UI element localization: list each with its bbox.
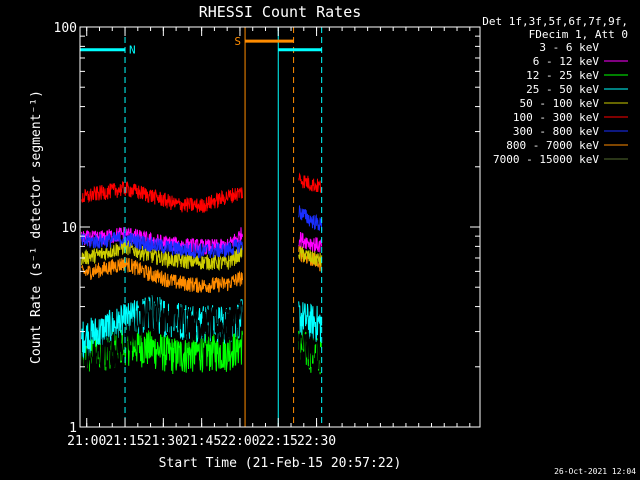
x-tick-label-5: 22:15 — [259, 434, 298, 449]
x-axis-label: Start Time (21-Feb-15 20:57:22) — [159, 456, 402, 471]
series-line-1-segment-1 — [298, 231, 323, 253]
legend-entry-6: 300 - 800 keV — [513, 125, 599, 138]
series-line-5-segment-0 — [81, 181, 243, 213]
x-tick-label-4: 22:00 — [220, 434, 259, 449]
series-line-4-segment-1 — [298, 244, 323, 267]
series-line-4-segment-0 — [81, 239, 243, 271]
legend-entry-4: 50 - 100 keV — [520, 97, 600, 110]
legend-entry-7: 800 - 7000 keV — [506, 139, 599, 152]
legend: Det 1f,3f,5f,6f,7f,9f,FDecim 1, Att 03 -… — [482, 15, 628, 166]
legend-header-0: Det 1f,3f,5f,6f,7f,9f, — [482, 15, 628, 28]
series-line-0-segment-0 — [81, 293, 243, 385]
y-axis-label: Count Rate (s⁻¹ detector segment⁻¹) — [29, 90, 44, 364]
series-line-7-segment-0 — [81, 257, 243, 294]
series-layer — [81, 172, 323, 385]
series-line-6-segment-1 — [298, 205, 323, 232]
legend-header-1: FDecim 1, Att 0 — [529, 28, 628, 41]
x-tick-label-6: 22:30 — [297, 434, 336, 449]
markers-layer: NS — [79, 27, 323, 427]
legend-entry-0: 3 - 6 keV — [539, 41, 599, 54]
y-tick-label-1: 10 — [61, 221, 77, 236]
attenuator-bar-label-1: S — [234, 35, 241, 48]
attenuator-bar-label-0: N — [129, 44, 136, 57]
axes-layer: 21:00 21:15 21:30 21:45 22:00 22:15 22:30 1 10 10… — [54, 21, 480, 449]
legend-entry-8: 7000 - 15000 keV — [493, 153, 599, 166]
y-tick-label-0: 1 — [69, 421, 77, 436]
x-tick-label-0: 21:00 — [67, 434, 106, 449]
x-tick-label-3: 21:45 — [182, 434, 221, 449]
series-line-5-segment-1 — [298, 172, 323, 193]
footer-timestamp: 26-Oct-2021 12:04 — [554, 467, 636, 476]
legend-entry-1: 6 - 12 keV — [533, 55, 600, 68]
legend-entry-2: 12 - 25 keV — [526, 69, 599, 82]
chart-title: RHESSI Count Rates — [199, 3, 362, 21]
x-tick-label-2: 21:30 — [144, 434, 183, 449]
legend-entry-5: 100 - 300 keV — [513, 111, 599, 124]
y-tick-label-2: 100 — [54, 21, 77, 36]
series-line-0-segment-1 — [298, 329, 323, 373]
legend-entry-3: 25 - 50 keV — [526, 83, 599, 96]
x-tick-label-1: 21:15 — [105, 434, 144, 449]
series-line-6-segment-0 — [81, 230, 243, 259]
series-line-3-segment-1 — [298, 301, 323, 343]
